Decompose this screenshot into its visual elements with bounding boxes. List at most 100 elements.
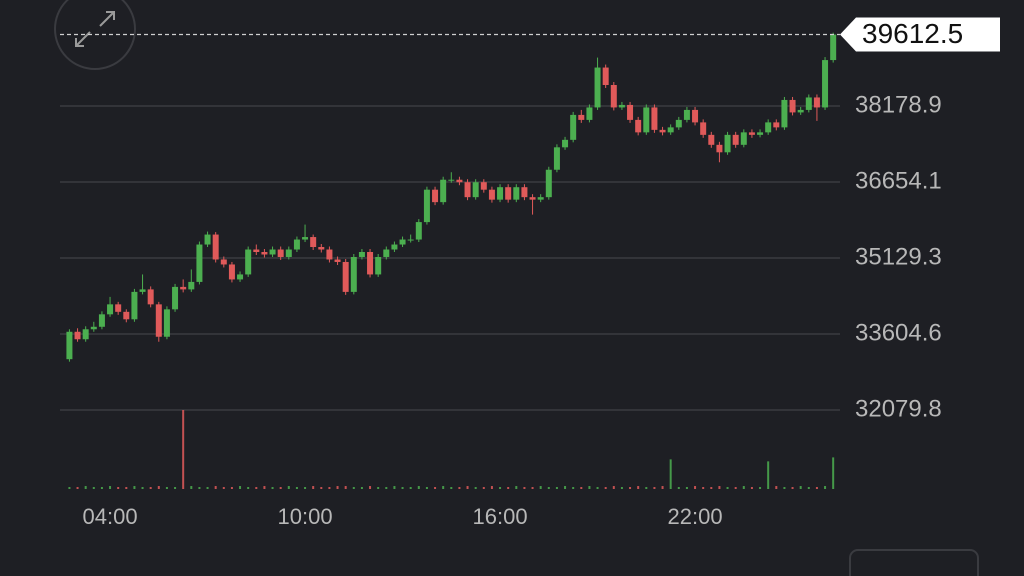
volume-bar (669, 459, 672, 489)
candle-body (708, 134, 715, 145)
candle-body (700, 122, 707, 135)
candle-body (651, 107, 658, 130)
y-tick-label: 35129.3 (855, 243, 942, 270)
volume-bar (824, 486, 827, 489)
candle-body (302, 237, 309, 240)
volume-bar (304, 487, 307, 489)
volume-bar (645, 487, 648, 489)
candle-body (147, 289, 154, 305)
volume-bar (718, 486, 721, 489)
volume-bar (190, 486, 193, 489)
candle-body (163, 309, 170, 337)
volume-bar (68, 487, 71, 489)
candle-body (107, 304, 114, 315)
candle-body (440, 179, 447, 203)
candle-body (237, 274, 244, 280)
volume-bar (474, 487, 477, 489)
candle-body (716, 144, 723, 153)
volume-bar (750, 487, 753, 489)
candle-body (643, 107, 650, 133)
candle-body (74, 331, 81, 340)
volume-bar (710, 487, 713, 489)
volume-bar (726, 487, 729, 489)
candle-body (789, 99, 796, 113)
candle-body (212, 234, 219, 260)
volume-bar (255, 487, 258, 489)
corner-button[interactable] (849, 549, 979, 576)
volume-bar (417, 486, 420, 489)
y-tick-label: 33604.6 (855, 319, 942, 346)
candle-body (797, 109, 804, 113)
volume-bar (434, 487, 437, 489)
candle-body (813, 97, 820, 108)
candle-body (675, 119, 682, 128)
volume-bar (182, 410, 185, 489)
candle-body (139, 289, 146, 292)
candle-body (464, 182, 471, 198)
volume-bar (100, 487, 103, 489)
candle-body (618, 104, 625, 108)
candle-body (748, 132, 755, 135)
volume-bar (125, 487, 128, 489)
candle-body (310, 237, 317, 248)
candle-body (155, 304, 162, 337)
volume-bar (320, 487, 323, 489)
candle-body (822, 60, 829, 108)
volume-bar (661, 486, 664, 489)
volume-bar (580, 487, 583, 489)
volume-bar (767, 461, 770, 489)
candle-body (98, 314, 105, 327)
candle-body (773, 122, 780, 128)
volume-bar (198, 487, 201, 489)
volume-bar (230, 487, 233, 489)
volume-bar (117, 487, 120, 489)
candle-body (269, 249, 276, 255)
volume-bar (564, 486, 567, 489)
candle-body (570, 114, 577, 140)
volume-bar (442, 486, 445, 489)
volume-bar (393, 486, 396, 489)
candle-body (423, 189, 430, 223)
volume-bar (401, 487, 404, 489)
candle-body (448, 179, 455, 181)
candle-body (375, 256, 382, 275)
volume-bar (507, 487, 510, 489)
candle-body (472, 182, 479, 198)
candle-body (326, 249, 333, 260)
volume-bar (206, 487, 209, 489)
candle-body (342, 261, 349, 292)
candle-body (334, 259, 341, 262)
candle-body (553, 147, 560, 170)
candle-body (740, 132, 747, 145)
volume-bar (815, 487, 818, 489)
volume-bar (458, 487, 461, 489)
candle-body (115, 304, 122, 312)
candle-body (261, 252, 268, 255)
volume-bar (385, 487, 388, 489)
volume-bar (360, 487, 363, 489)
volume-bar (596, 487, 599, 489)
volume-bar (328, 487, 331, 489)
candle-body (456, 179, 463, 183)
volume-bar (531, 487, 534, 489)
candle-body (830, 34, 837, 61)
x-tick-label: 16:00 (473, 504, 528, 529)
volume-bar (612, 486, 615, 489)
volume-bar (490, 486, 493, 489)
volume-bar (450, 487, 453, 489)
volume-bar (694, 486, 697, 489)
volume-bar (653, 487, 656, 489)
expand-button[interactable] (54, 0, 136, 70)
volume-bar (92, 487, 95, 489)
candle-body (757, 132, 764, 135)
candle-body (188, 281, 195, 290)
volume-bar (539, 486, 542, 489)
candle-body (82, 329, 89, 340)
candle-body (399, 239, 406, 245)
volume-bar (247, 487, 250, 489)
candle-body (545, 169, 552, 198)
volume-bar (287, 486, 290, 489)
candle-body (383, 249, 390, 257)
candle-body (513, 187, 520, 200)
